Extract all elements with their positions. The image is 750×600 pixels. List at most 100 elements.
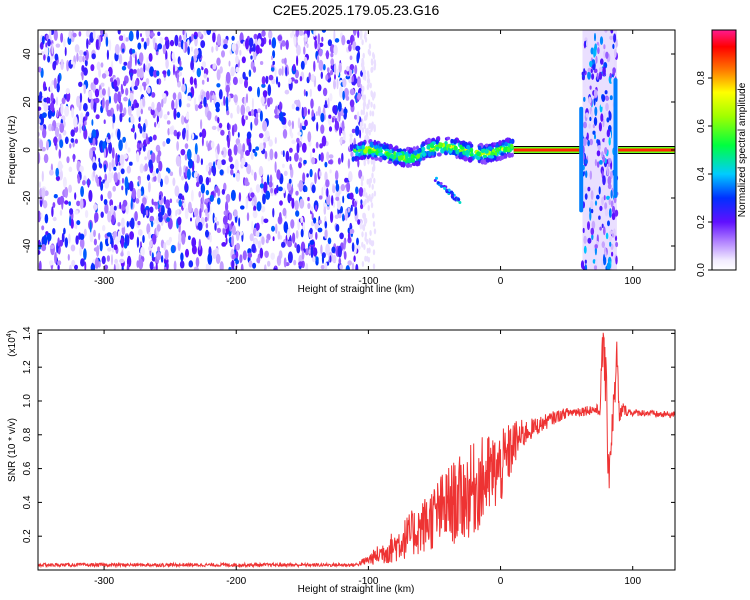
heatmap-cell [317,105,321,116]
heatmap-cell [38,239,41,246]
heatmap-cell [148,53,153,62]
heatmap-cell [453,145,458,151]
heatmap-cell [378,152,383,157]
heatmap-cell [366,77,370,84]
heatmap-cell [309,240,315,245]
heatmap-cell [439,182,443,185]
heatmap-cell [396,148,401,153]
heatmap-cell [149,66,155,77]
heatmap-cell [393,146,398,150]
heatmap-cell [334,214,339,219]
heatmap-cell [59,139,64,149]
heatmap-cell [361,241,364,248]
heatmap-cell [388,143,393,150]
heatmap-cell [609,158,612,164]
heatmap-cell [413,150,418,156]
heatmap-cell [113,79,118,88]
heatmap-cell [416,154,421,159]
heatmap-cell [139,67,144,79]
heatmap-cell [304,37,308,42]
heatmap-cell [212,212,215,224]
heatmap-cell [119,113,123,123]
heatmap-cell [485,157,491,163]
heatmap-cell [443,186,447,190]
heatmap-cell [259,247,264,259]
heatmap-cell [198,238,201,251]
heatmap-cell [236,230,240,242]
heatmap-cell [581,76,585,81]
heatmap-cell [361,231,364,238]
heatmap-cell [89,148,93,160]
heatmap-cell [226,86,229,98]
heatmap-cell [63,38,66,48]
y-tick-label: 0.2 [22,529,33,543]
heatmap-cell [38,260,42,270]
heatmap-cell [591,59,596,65]
heatmap-cell [139,142,144,149]
carrier-core [618,148,675,152]
heatmap-cell [267,84,272,97]
heatmap-cell [507,152,513,158]
heatmap-cell [319,143,323,149]
heatmap-cell [615,38,618,48]
heatmap-cell [244,96,247,107]
heatmap-cell [211,46,214,53]
heatmap-cell [600,58,604,65]
heatmap-cell [307,202,311,210]
heatmap-cell [357,92,362,100]
heatmap-cell [242,157,246,166]
heatmap-cell [105,36,109,47]
heatmap-cell [317,227,323,233]
heatmap-cell [373,59,376,66]
heatmap-cell [313,30,317,38]
heatmap-cell [363,148,368,154]
heatmap-cell [42,200,48,209]
heatmap-cell [163,242,167,251]
heatmap-cell [88,90,93,100]
heatmap-cell [346,39,351,45]
heatmap-cell [331,195,334,206]
heatmap-cell [155,262,158,270]
heatmap-cell [242,143,246,153]
heatmap-cell [187,39,190,48]
heatmap-cell [327,97,330,109]
heatmap-cell [227,148,232,157]
heatmap-cell [355,125,360,137]
heatmap-cell [193,207,199,218]
heatmap-cell [283,257,287,268]
heatmap-cell [155,51,159,56]
heatmap-cell [103,199,108,205]
heatmap-cell [178,199,182,207]
heatmap-cell [272,60,276,66]
heatmap-cell [314,172,317,185]
heatmap-cell [596,150,601,157]
heatmap-cell [314,222,319,230]
heatmap-cell [180,149,186,156]
heatmap-cell [98,161,101,168]
heatmap-cell [292,232,296,244]
heatmap-cell [239,49,242,56]
heatmap-cell [166,138,171,144]
heatmap-cell [216,69,221,81]
heatmap-cell [166,120,171,125]
heatmap-cell [77,176,81,184]
heatmap-cell [282,207,287,217]
heatmap-cell [360,203,364,210]
heatmap-cell [101,73,107,79]
heatmap-cell [320,112,325,123]
heatmap-cell [316,55,320,64]
heatmap-cell [240,104,246,116]
heatmap-cell [250,55,253,60]
heatmap-cell [328,154,334,159]
heatmap-cell [608,208,612,218]
heatmap-cell [92,162,97,171]
heatmap-cell [112,113,116,124]
heatmap-cell [372,221,376,227]
heatmap-cell [258,48,263,54]
x-tick-label: 0 [498,576,504,587]
heatmap-cell [345,75,351,80]
heatmap-cell [261,236,265,246]
heatmap-cell [282,129,288,139]
heatmap-cell [333,79,336,90]
heatmap-cell [262,90,268,98]
